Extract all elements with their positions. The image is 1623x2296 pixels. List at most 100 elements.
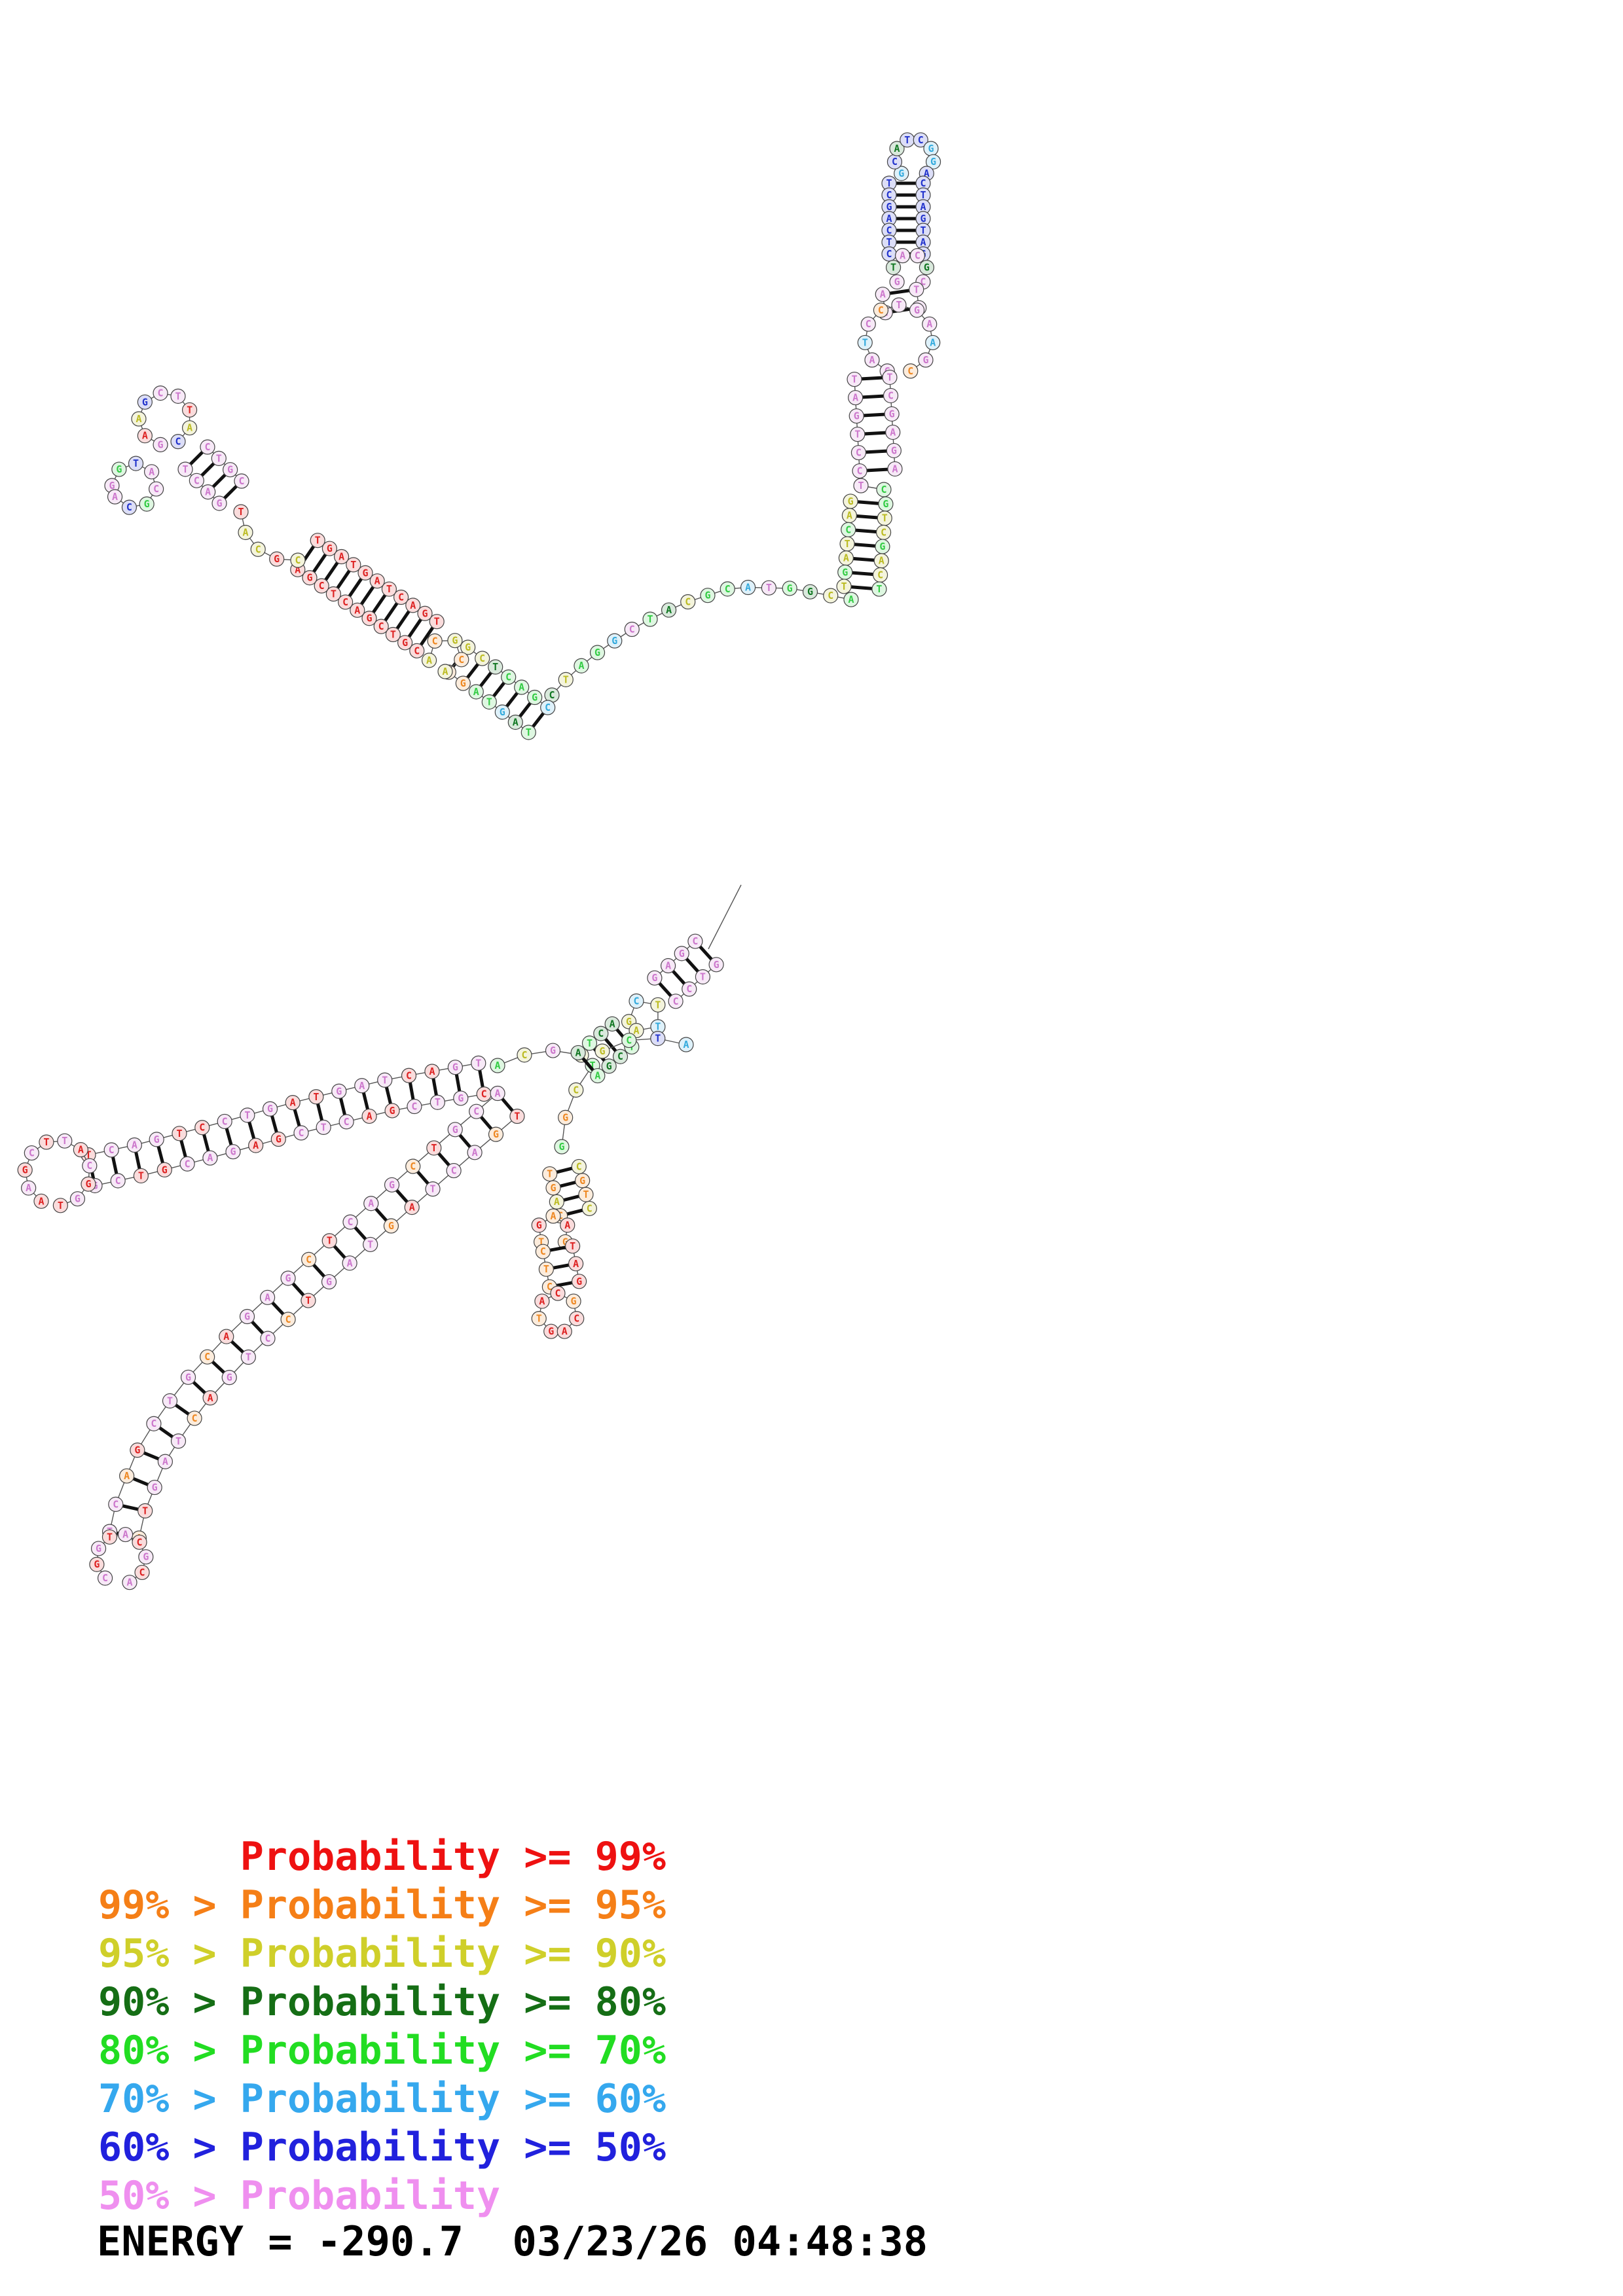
svg-text:A: A	[354, 604, 360, 616]
svg-text:C: C	[907, 365, 913, 377]
svg-text:A: A	[886, 213, 892, 224]
svg-text:C: C	[113, 1498, 119, 1510]
legend-line-70-80: 80% > Probability >= 70%	[98, 2028, 666, 2073]
svg-text:G: G	[898, 168, 904, 179]
svg-text:A: A	[112, 491, 118, 503]
svg-text:A: A	[205, 486, 211, 498]
svg-text:A: A	[843, 552, 849, 564]
svg-text:C: C	[574, 1313, 579, 1325]
svg-text:T: T	[315, 535, 321, 547]
svg-text:A: A	[264, 1291, 270, 1303]
svg-text:A: A	[745, 582, 751, 594]
svg-text:G: G	[465, 641, 471, 653]
svg-text:A: A	[149, 466, 155, 478]
svg-text:G: G	[142, 396, 148, 408]
svg-text:C: C	[886, 189, 892, 201]
svg-text:C: C	[411, 1101, 417, 1113]
svg-text:G: G	[854, 410, 860, 422]
svg-text:G: G	[562, 1111, 568, 1123]
svg-text:A: A	[575, 1047, 581, 1058]
svg-text:C: C	[109, 1144, 115, 1156]
svg-text:T: T	[238, 506, 244, 518]
svg-text:C: C	[348, 1216, 354, 1228]
svg-text:A: A	[894, 143, 900, 154]
svg-text:T: T	[655, 999, 661, 1011]
svg-text:T: T	[175, 1435, 181, 1447]
svg-text:A: A	[578, 660, 584, 672]
svg-text:C: C	[285, 1314, 291, 1325]
svg-text:C: C	[505, 672, 511, 683]
svg-text:A: A	[243, 526, 249, 538]
svg-text:G: G	[894, 276, 900, 288]
svg-text:C: C	[29, 1147, 35, 1159]
svg-text:C: C	[255, 543, 261, 555]
svg-text:T: T	[655, 1033, 661, 1045]
svg-text:T: T	[886, 177, 892, 189]
svg-text:T: T	[386, 583, 392, 595]
svg-text:G: G	[422, 607, 428, 619]
svg-text:G: G	[336, 1085, 342, 1097]
svg-text:T: T	[435, 1096, 441, 1108]
svg-text:A: A	[473, 686, 479, 698]
svg-text:C: C	[920, 177, 926, 189]
svg-text:G: G	[227, 464, 233, 476]
svg-text:T: T	[536, 1313, 542, 1325]
svg-text:T: T	[486, 696, 492, 708]
svg-text:T: T	[167, 1395, 173, 1407]
legend-line-80-90: 90% > Probability >= 80%	[98, 1979, 666, 2025]
svg-text:A: A	[665, 960, 671, 972]
svg-text:C: C	[886, 224, 892, 236]
svg-text:G: G	[217, 497, 223, 509]
svg-text:A: A	[122, 1529, 128, 1541]
svg-text:A: A	[554, 1196, 560, 1208]
svg-text:G: G	[143, 1551, 149, 1563]
svg-text:C: C	[265, 1333, 271, 1344]
svg-text:C: C	[856, 447, 862, 459]
svg-text:T: T	[244, 1109, 250, 1121]
svg-text:A: A	[409, 1202, 415, 1213]
svg-text:C: C	[458, 654, 464, 666]
svg-text:C: C	[199, 1122, 205, 1134]
svg-text:C: C	[598, 1028, 604, 1039]
svg-text:T: T	[350, 559, 356, 571]
svg-text:T: T	[563, 673, 569, 685]
svg-text:T: T	[766, 582, 772, 594]
svg-text:G: G	[116, 463, 122, 475]
probability-legend: Probability >= 99% 99% > Probability >= …	[98, 1833, 666, 2220]
svg-text:T: T	[920, 224, 926, 236]
svg-text:T: T	[841, 581, 847, 592]
svg-text:T: T	[305, 1295, 311, 1306]
svg-text:T: T	[920, 189, 926, 201]
svg-text:G: G	[22, 1164, 28, 1176]
svg-text:G: G	[787, 583, 793, 594]
svg-text:T: T	[647, 613, 653, 625]
svg-text:T: T	[313, 1091, 319, 1103]
svg-text:C: C	[576, 1160, 582, 1172]
svg-text:G: G	[452, 1062, 458, 1073]
svg-text:A: A	[162, 1456, 168, 1467]
svg-text:G: G	[558, 1141, 564, 1153]
svg-text:C: C	[877, 569, 883, 581]
svg-text:A: A	[892, 463, 898, 475]
svg-text:A: A	[847, 510, 852, 522]
svg-text:C: C	[886, 248, 892, 260]
legend-line-50-60: 60% > Probability >= 50%	[98, 2125, 666, 2170]
svg-text:T: T	[896, 299, 902, 311]
svg-text:G: G	[493, 1128, 499, 1140]
svg-text:G: G	[154, 1134, 160, 1145]
svg-text:T: T	[321, 1121, 327, 1133]
svg-text:C: C	[673, 996, 679, 1007]
svg-text:C: C	[633, 995, 639, 1007]
svg-text:A: A	[38, 1195, 44, 1207]
svg-text:T: T	[570, 1240, 575, 1252]
svg-text:G: G	[390, 1105, 395, 1117]
svg-text:C: C	[319, 580, 325, 592]
svg-text:G: G	[326, 1276, 332, 1287]
svg-text:T: T	[854, 429, 860, 440]
svg-text:G: G	[75, 1193, 81, 1205]
svg-text:C: C	[845, 524, 851, 535]
svg-text:A: A	[78, 1144, 84, 1156]
svg-text:G: G	[594, 647, 600, 658]
legend-line-99: Probability >= 99%	[98, 1834, 666, 1880]
svg-text:A: A	[930, 336, 936, 348]
